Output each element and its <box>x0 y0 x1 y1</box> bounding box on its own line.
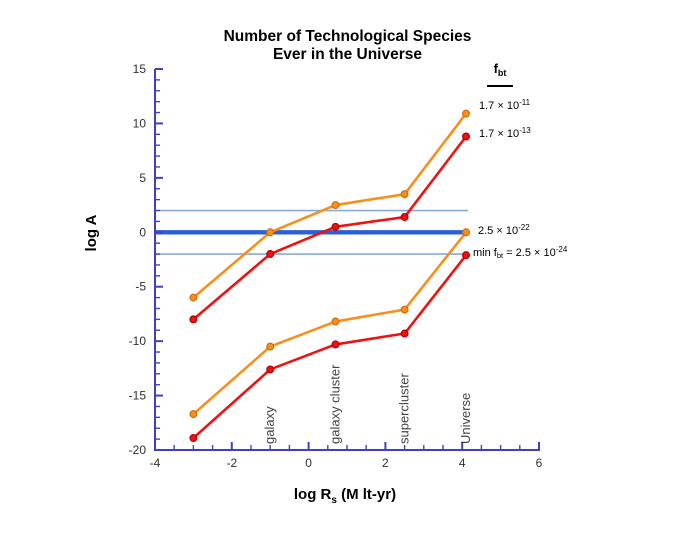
category-label-galaxy: galaxy <box>262 406 277 444</box>
annotation-fbt-2.5e-22: 2.5 × 10-22 <box>478 223 530 238</box>
category-label-Universe: Universe <box>458 393 473 444</box>
data-point-series-2 <box>400 305 409 314</box>
x-axis-title: log Rs (M lt-yr) <box>145 486 545 506</box>
series-line-1 <box>192 135 468 321</box>
series-line-0 <box>192 112 468 299</box>
annotation-coefficient: 1.7 × 10 <box>479 100 520 112</box>
x-axis-title-subscript: s <box>331 495 337 506</box>
chart-title-line2: Ever in the Universe <box>272 46 423 63</box>
data-point-series-3 <box>462 251 471 260</box>
y-tick-label: -5 <box>135 280 146 294</box>
y-tick-label: 10 <box>133 116 147 130</box>
category-label-galaxy-cluster: galaxy cluster <box>327 364 342 444</box>
y-tick-label: 15 <box>133 62 147 76</box>
data-point-series-0 <box>462 109 471 118</box>
data-point-series-3 <box>189 434 198 443</box>
x-tick-label: 6 <box>536 456 543 470</box>
chart-title: Number of Technological Species Ever in … <box>60 28 635 64</box>
annotation-fbt-1.7e-13: 1.7 × 10-13 <box>479 126 531 141</box>
data-point-series-1 <box>462 132 471 141</box>
y-tick-label: -10 <box>129 334 147 348</box>
data-point-series-3 <box>331 340 340 349</box>
data-point-series-0 <box>189 293 198 302</box>
annotation-fbt-1.7e-11: 1.7 × 10-11 <box>479 98 531 113</box>
y-tick-label: 5 <box>139 171 146 185</box>
x-tick-label: 4 <box>459 456 466 470</box>
x-tick-label: -2 <box>226 456 237 470</box>
x-axis-title-text: log R <box>293 486 332 503</box>
legend-header-symbol: f <box>493 61 498 76</box>
x-axis-title-units: (M lt-yr) <box>336 486 397 503</box>
data-point-series-1 <box>189 315 198 324</box>
data-point-series-0 <box>331 201 340 210</box>
data-point-series-1 <box>266 250 275 259</box>
data-point-series-3 <box>400 329 409 338</box>
data-point-series-1 <box>400 213 409 222</box>
annotation-coefficient: 1.7 × 10 <box>479 128 520 140</box>
y-tick-label: -15 <box>129 389 147 403</box>
data-point-series-3 <box>266 365 275 374</box>
chart-title-line1: Number of Technological Species <box>223 28 472 45</box>
annotation-exponent: -24 <box>555 245 568 254</box>
data-point-series-0 <box>266 228 275 237</box>
annotation-exponent: -11 <box>519 98 531 107</box>
data-point-series-1 <box>331 222 340 231</box>
x-tick-label: 0 <box>305 456 312 470</box>
data-point-series-2 <box>266 342 275 351</box>
y-tick-label: 0 <box>139 225 146 239</box>
annotation-exponent: -13 <box>519 126 531 135</box>
annotation-prefix-subscript: bt <box>496 251 504 260</box>
data-point-series-2 <box>462 228 471 237</box>
legend-header-subscript: bt <box>497 68 507 78</box>
annotation-value: = 2.5 × 10 <box>503 247 556 259</box>
annotation-min-fbt-2.5e-24: min fbt = 2.5 × 10-24 <box>473 245 568 260</box>
y-axis-title: log A <box>83 214 100 252</box>
data-point-series-0 <box>400 190 409 199</box>
annotation-prefix: min f <box>473 247 497 259</box>
x-tick-label: 2 <box>382 456 389 470</box>
legend-header-fbt: fbt <box>487 62 513 87</box>
annotation-coefficient: 2.5 × 10 <box>478 225 519 237</box>
annotation-exponent: -22 <box>518 223 530 232</box>
y-tick-label: -20 <box>129 443 147 457</box>
data-point-series-2 <box>331 317 340 326</box>
category-label-supercluster: supercluster <box>397 373 412 444</box>
x-tick-label: -4 <box>150 456 161 470</box>
data-point-series-2 <box>189 410 198 419</box>
